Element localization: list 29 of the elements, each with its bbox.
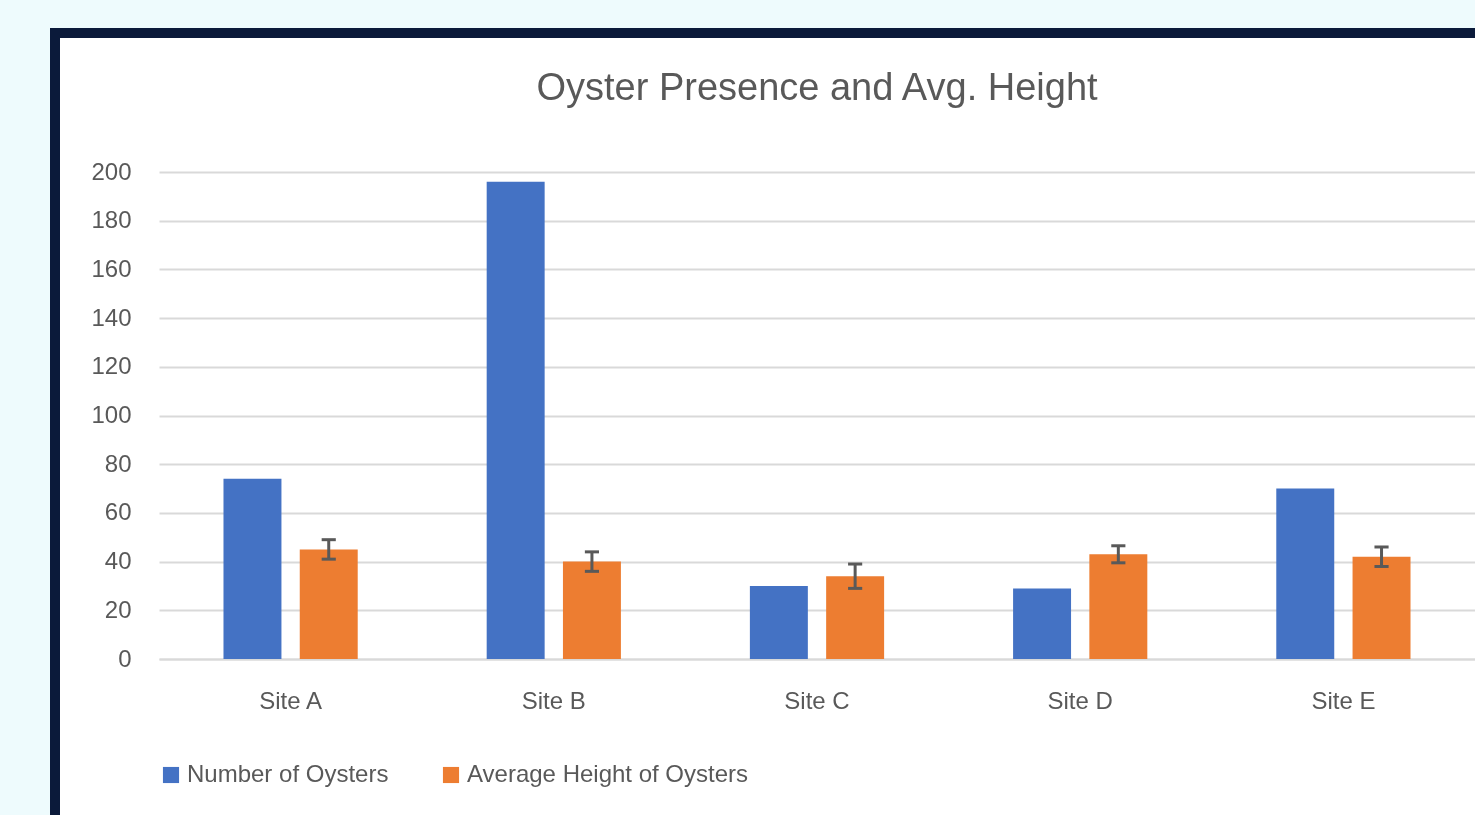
bar bbox=[486, 181, 545, 659]
chart-title: Oyster Presence and Avg. Height bbox=[536, 66, 1099, 108]
x-tick-label: Site D bbox=[1047, 686, 1113, 714]
bar bbox=[1352, 556, 1411, 659]
bar bbox=[826, 576, 885, 659]
bar bbox=[1013, 588, 1072, 659]
x-tick-label: Site A bbox=[259, 686, 322, 714]
bar bbox=[299, 549, 358, 659]
y-tick-label: 40 bbox=[104, 547, 132, 575]
y-tick-label: 200 bbox=[91, 157, 132, 185]
x-tick-label: Site B bbox=[521, 686, 586, 714]
y-tick-label: 80 bbox=[104, 449, 132, 477]
y-tick-label: 160 bbox=[91, 254, 132, 282]
bar bbox=[749, 585, 808, 659]
x-tick-label: Site E bbox=[1311, 686, 1376, 714]
y-tick-label: 100 bbox=[91, 401, 132, 428]
bar bbox=[223, 478, 282, 659]
y-tick-label: 140 bbox=[91, 303, 132, 331]
y-tick-label: 0 bbox=[118, 644, 132, 672]
legend-label: Average Height of Oysters bbox=[467, 760, 749, 787]
x-tick-label: Site C bbox=[784, 686, 850, 714]
legend-label: Number of Oysters bbox=[187, 760, 389, 787]
y-tick-label: 20 bbox=[104, 595, 132, 623]
y-tick-label: 180 bbox=[91, 206, 132, 234]
bar bbox=[562, 561, 621, 659]
y-tick-label: 120 bbox=[91, 352, 132, 380]
bar bbox=[1276, 488, 1335, 659]
y-tick-label: 60 bbox=[104, 498, 132, 526]
bar bbox=[1089, 554, 1148, 659]
